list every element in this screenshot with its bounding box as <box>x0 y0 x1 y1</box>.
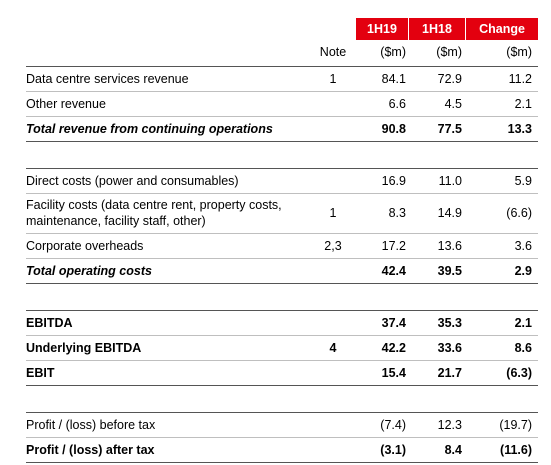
row-label: EBIT <box>26 365 55 380</box>
value: 90.8 <box>381 121 406 136</box>
note: 2,3 <box>324 238 342 253</box>
value: 2.1 <box>514 96 532 111</box>
row-label: Underlying EBITDA <box>26 340 142 355</box>
value: 16.9 <box>381 173 406 188</box>
row-rule <box>26 283 538 284</box>
row-label: Profit / (loss) after tax <box>26 442 155 457</box>
value: (3.1) <box>380 442 406 457</box>
note: 1 <box>329 206 337 220</box>
row-label: Total operating costs <box>26 263 152 278</box>
column-header: 1H18 <box>409 18 465 40</box>
value: 12.3 <box>437 417 462 432</box>
row-rule <box>26 141 538 142</box>
value: 5.9 <box>514 173 532 188</box>
value: 21.7 <box>437 365 462 380</box>
value: (7.4) <box>380 417 406 432</box>
value: 15.4 <box>381 365 406 380</box>
value: 42.2 <box>381 340 406 355</box>
value: 72.9 <box>437 71 462 86</box>
section-rule <box>26 168 538 169</box>
value: 39.5 <box>437 263 462 278</box>
value: 11.2 <box>508 71 532 86</box>
value: 42.4 <box>381 263 406 278</box>
value: 8.4 <box>444 442 462 457</box>
column-unit: ($m) <box>506 45 532 59</box>
value: 8.6 <box>514 340 532 355</box>
value: 8.3 <box>388 206 406 220</box>
column-unit: ($m) <box>380 45 406 59</box>
value: (6.6) <box>506 206 532 220</box>
row-rule <box>26 258 538 259</box>
value: 84.1 <box>381 71 406 86</box>
value: (19.7) <box>499 417 532 432</box>
value: 3.6 <box>514 238 532 253</box>
column-unit: ($m) <box>436 45 462 59</box>
value: 17.2 <box>381 238 406 253</box>
value: 11.0 <box>438 173 462 188</box>
value: 35.3 <box>437 315 462 330</box>
row-rule <box>26 233 538 234</box>
row-rule <box>26 91 538 92</box>
row-label: Data centre services revenue <box>26 71 189 86</box>
value: 77.5 <box>437 121 462 136</box>
row-label: Facility costs (data centre rent, proper… <box>26 198 282 228</box>
row-label: Other revenue <box>26 96 106 111</box>
value: 6.6 <box>388 96 406 111</box>
value: 4.5 <box>444 96 462 111</box>
section-rule <box>26 310 538 311</box>
value: 2.9 <box>514 263 532 278</box>
value: 33.6 <box>437 340 462 355</box>
row-rule <box>26 335 538 336</box>
value: 2.1 <box>514 315 532 330</box>
column-header: Change <box>466 18 538 40</box>
row-label: Profit / (loss) before tax <box>26 417 156 432</box>
section-rule <box>26 66 538 67</box>
column-header: 1H19 <box>356 18 408 40</box>
row-rule <box>26 385 538 386</box>
value: (11.6) <box>500 442 532 457</box>
note: 1 <box>329 71 337 86</box>
row-rule <box>26 462 538 463</box>
value: 13.6 <box>437 238 462 253</box>
row-rule <box>26 437 538 438</box>
column-unit: Note <box>319 45 347 59</box>
row-rule <box>26 116 538 117</box>
value: 37.4 <box>381 315 406 330</box>
row-label: Corporate overheads <box>26 238 144 253</box>
row-label: EBITDA <box>26 315 73 330</box>
value: 13.3 <box>507 121 532 136</box>
row-label: Direct costs (power and consumables) <box>26 173 239 188</box>
value: (6.3) <box>506 365 532 380</box>
row-rule <box>26 193 538 194</box>
value: 14.9 <box>437 206 462 220</box>
note: 4 <box>329 340 337 355</box>
row-label: Total revenue from continuing operations <box>26 121 273 136</box>
section-rule <box>26 412 538 413</box>
row-rule <box>26 360 538 361</box>
